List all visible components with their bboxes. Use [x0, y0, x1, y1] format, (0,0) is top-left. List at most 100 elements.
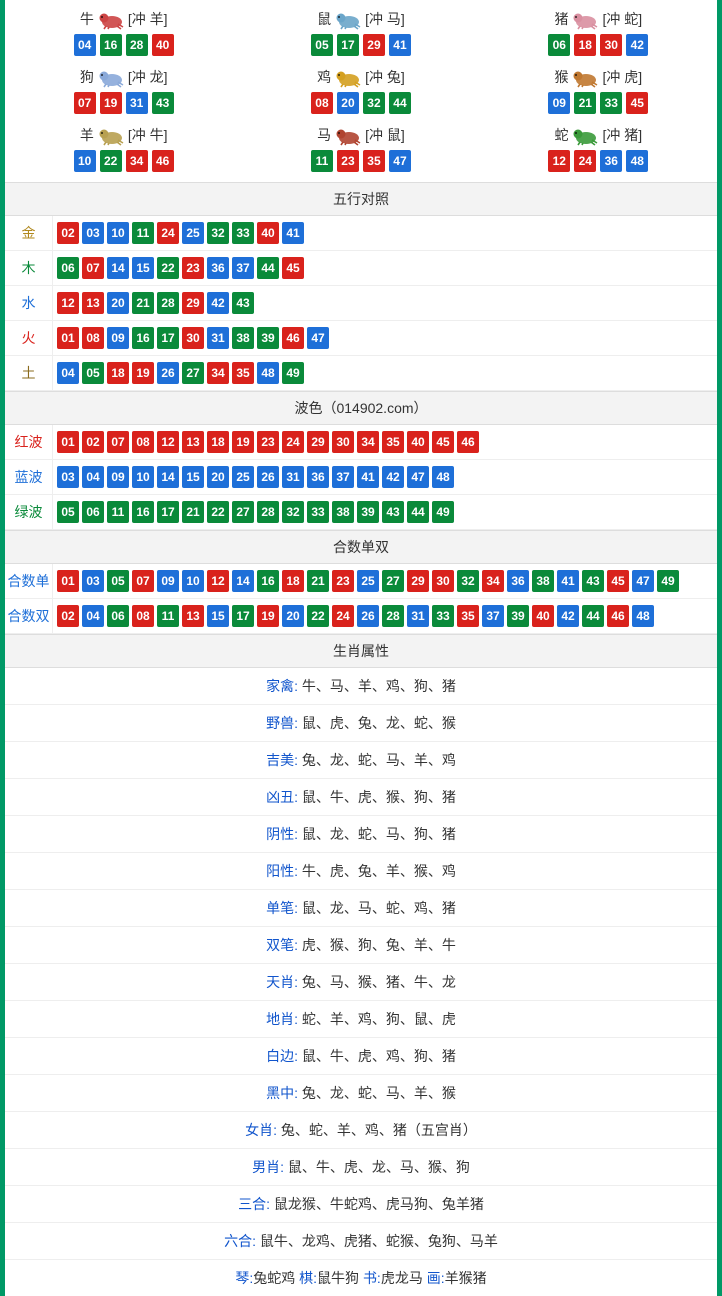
number-ball: 21 [307, 570, 329, 592]
number-ball: 12 [157, 431, 179, 453]
attr-label: 吉美: [266, 752, 302, 768]
attr-label: 凶丑: [266, 789, 302, 805]
number-ball: 24 [574, 150, 596, 172]
number-ball: 09 [107, 466, 129, 488]
number-ball: 40 [407, 431, 429, 453]
number-ball: 09 [107, 327, 129, 349]
zodiac-name: 马 [317, 125, 331, 145]
number-ball: 43 [152, 92, 174, 114]
number-ball: 46 [607, 605, 629, 627]
attr-value: 兔、蛇、羊、鸡、猪（五宫肖） [281, 1122, 477, 1138]
ball-row: 绿波05061116172122272832333839434449 [5, 495, 717, 530]
row-label: 金 [5, 216, 53, 250]
zodiac-name: 羊 [80, 125, 94, 145]
zodiac-balls: 08203244 [242, 92, 479, 114]
number-ball: 35 [457, 605, 479, 627]
zodiac-name: 牛 [80, 9, 94, 29]
number-ball: 35 [382, 431, 404, 453]
attr-label: 黑中: [266, 1085, 302, 1101]
zodiac-header: 狗 [冲 龙] [5, 66, 242, 88]
number-ball: 06 [107, 605, 129, 627]
number-ball: 47 [307, 327, 329, 349]
attr-value: 虎龙马 [381, 1270, 427, 1286]
animal-icon [570, 8, 600, 30]
number-ball: 04 [82, 466, 104, 488]
number-ball: 29 [407, 570, 429, 592]
zodiac-cell: 牛 [冲 羊]04162840 [5, 4, 242, 62]
number-ball: 14 [157, 466, 179, 488]
number-ball: 20 [207, 466, 229, 488]
animal-icon [333, 124, 363, 146]
number-ball: 33 [600, 92, 622, 114]
number-ball: 04 [82, 605, 104, 627]
number-ball: 10 [182, 570, 204, 592]
number-ball: 11 [311, 150, 333, 172]
attr-label: 三合: [238, 1196, 274, 1212]
zodiac-cell: 猪 [冲 蛇]06183042 [480, 4, 717, 62]
attr-value: 兔、马、猴、猪、牛、龙 [302, 974, 456, 990]
number-ball: 35 [232, 362, 254, 384]
number-ball: 24 [157, 222, 179, 244]
attr-label: 画: [427, 1270, 445, 1286]
number-ball: 11 [132, 222, 154, 244]
section-header-wuxing: 五行对照 [5, 182, 717, 216]
zodiac-clash: [冲 牛] [128, 125, 168, 145]
attr-label: 白边: [266, 1048, 302, 1064]
number-ball: 41 [357, 466, 379, 488]
zodiac-name: 狗 [80, 67, 94, 87]
number-ball: 43 [232, 292, 254, 314]
number-ball: 06 [548, 34, 570, 56]
number-ball: 22 [100, 150, 122, 172]
attr-value: 鼠、牛、虎、鸡、狗、猪 [302, 1048, 456, 1064]
row-label: 火 [5, 321, 53, 355]
attr-value: 鼠、牛、虎、龙、马、猴、狗 [288, 1159, 470, 1175]
zodiac-header: 牛 [冲 羊] [5, 8, 242, 30]
number-ball: 21 [574, 92, 596, 114]
zodiac-balls: 12243648 [480, 150, 717, 172]
number-ball: 45 [626, 92, 648, 114]
zodiac-clash: [冲 羊] [128, 9, 168, 29]
ball-row: 合数双0204060811131517192022242628313335373… [5, 599, 717, 634]
number-ball: 36 [207, 257, 229, 279]
zodiac-balls: 07193143 [5, 92, 242, 114]
zodiac-name: 猪 [554, 9, 568, 29]
wuxing-rows: 金02031011242532334041木060714152223363744… [5, 216, 717, 391]
row-balls: 06071415222336374445 [53, 251, 308, 285]
row-balls: 0102070812131819232429303435404546 [53, 425, 483, 459]
number-ball: 39 [507, 605, 529, 627]
attr-value: 虎、猴、狗、兔、羊、牛 [302, 937, 456, 953]
zodiac-clash: [冲 虎] [602, 67, 642, 87]
number-ball: 25 [182, 222, 204, 244]
section-header-heshu: 合数单双 [5, 530, 717, 564]
zodiac-header: 蛇 [冲 猪] [480, 124, 717, 146]
number-ball: 45 [432, 431, 454, 453]
number-ball: 42 [207, 292, 229, 314]
number-ball: 03 [82, 222, 104, 244]
attr-label: 单笔: [266, 900, 302, 916]
attr-value: 鼠、牛、虎、猴、狗、猪 [302, 789, 456, 805]
number-ball: 13 [182, 605, 204, 627]
row-label: 合数单 [5, 564, 53, 598]
number-ball: 32 [282, 501, 304, 523]
number-ball: 31 [407, 605, 429, 627]
zodiac-header: 猴 [冲 虎] [480, 66, 717, 88]
number-ball: 28 [157, 292, 179, 314]
number-ball: 36 [600, 150, 622, 172]
number-ball: 42 [557, 605, 579, 627]
number-ball: 46 [152, 150, 174, 172]
number-ball: 44 [582, 605, 604, 627]
number-ball: 21 [132, 292, 154, 314]
zodiac-header: 马 [冲 鼠] [242, 124, 479, 146]
attr-value: 蛇、羊、鸡、狗、鼠、虎 [302, 1011, 456, 1027]
number-ball: 16 [132, 327, 154, 349]
attr-value: 鼠龙猴、牛蛇鸡、虎马狗、兔羊猪 [274, 1196, 484, 1212]
number-ball: 09 [157, 570, 179, 592]
number-ball: 24 [332, 605, 354, 627]
number-ball: 29 [307, 431, 329, 453]
zodiac-cell: 马 [冲 鼠]11233547 [242, 120, 479, 178]
number-ball: 27 [232, 501, 254, 523]
number-ball: 38 [232, 327, 254, 349]
number-ball: 44 [257, 257, 279, 279]
number-ball: 25 [232, 466, 254, 488]
number-ball: 13 [182, 431, 204, 453]
